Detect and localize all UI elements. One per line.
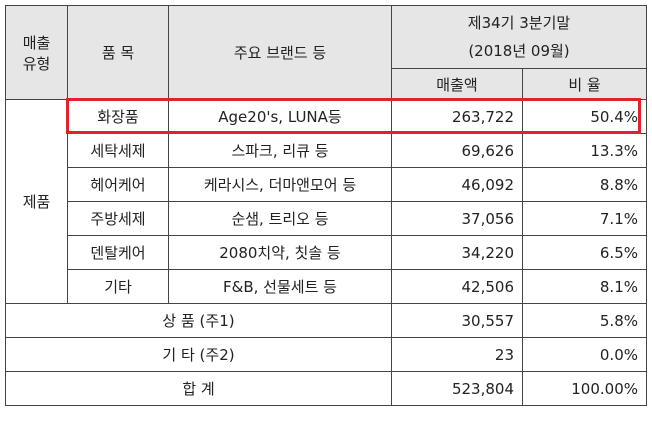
cell-brand: 스파크, 리큐 등 [168,133,392,168]
cell-sales: 46,092 [391,167,523,202]
cell-sales: 34,220 [391,235,523,270]
cell-sales: 42,506 [391,269,523,304]
table-row: 헤어케어 케라시스, 더마앤모어 등 46,092 8.8% [6,167,647,202]
cell-item: 기타 [67,269,169,304]
cell-label: 합 계 [5,371,392,406]
cell-ratio: 13.3% [522,133,647,168]
header-period: 제34기 3분기말 (2018년 09월) [391,5,647,69]
cell-item: 덴탈케어 [67,235,169,270]
header-type-line1: 매출 [22,33,51,52]
cell-sales: 23 [391,337,523,372]
header-row: 매출 유형 품 목 주요 브랜드 등 제34기 3분기말 (2018년 09월) [5,5,647,100]
table-row: 주방세제 순샘, 트리오 등 37,056 7.1% [6,201,647,236]
table-row: 기타 F&B, 선물세트 등 42,506 8.1% [6,269,647,304]
header-ratio: 비 율 [522,68,647,100]
table-row: 제품 화장품 Age20's, LUNA등 263,722 50.4% [5,99,647,304]
cell-item: 세탁세제 [67,133,169,168]
header-period-line1: 제34기 3분기말 [467,14,571,32]
cell-sales: 263,722 [391,99,523,134]
header-type: 매출 유형 [5,5,68,100]
table-row: 덴탈케어 2080치약, 칫솔 등 34,220 6.5% [6,235,647,270]
cell-ratio: 8.1% [522,269,647,304]
header-type-line2: 유형 [22,54,51,73]
table-row-total: 합 계 523,804 100.00% [5,371,647,406]
group-label: 제품 [5,99,68,304]
cell-brand: Age20's, LUNA등 [168,99,392,134]
cell-sales: 37,056 [391,201,523,236]
sales-table: 매출 유형 품 목 주요 브랜드 등 제34기 3분기말 (2018년 09월)… [5,5,647,406]
cell-sales: 523,804 [391,371,523,406]
cell-sales: 69,626 [391,133,523,168]
cell-sales: 30,557 [391,303,523,338]
cell-brand: F&B, 선물세트 등 [168,269,392,304]
header-sales: 매출액 [391,68,523,100]
cell-item: 화장품 [67,99,169,134]
cell-brand: 순샘, 트리오 등 [168,201,392,236]
table-row-other: 기 타 (주2) 23 0.0% [5,337,647,372]
table-row: 세탁세제 스파크, 리큐 등 69,626 13.3% [6,133,647,168]
header-item: 품 목 [67,5,169,100]
cell-label: 상 품 (주1) [5,303,392,338]
cell-item: 주방세제 [67,201,169,236]
header-period-line2: (2018년 09월) [468,42,570,60]
cell-label: 기 타 (주2) [5,337,392,372]
cell-ratio: 6.5% [522,235,647,270]
cell-brand: 케라시스, 더마앤모어 등 [168,167,392,202]
cell-ratio: 0.0% [522,337,647,372]
cell-brand: 2080치약, 칫솔 등 [168,235,392,270]
header-brand: 주요 브랜드 등 [168,5,392,100]
cell-ratio: 5.8% [522,303,647,338]
cell-item: 헤어케어 [67,167,169,202]
cell-ratio: 100.00% [522,371,647,406]
cell-ratio: 7.1% [522,201,647,236]
cell-ratio: 50.4% [522,99,647,134]
table-row-goods: 상 품 (주1) 30,557 5.8% [5,303,647,338]
header-subrow: 매출액 비 율 [6,68,647,100]
cell-ratio: 8.8% [522,167,647,202]
